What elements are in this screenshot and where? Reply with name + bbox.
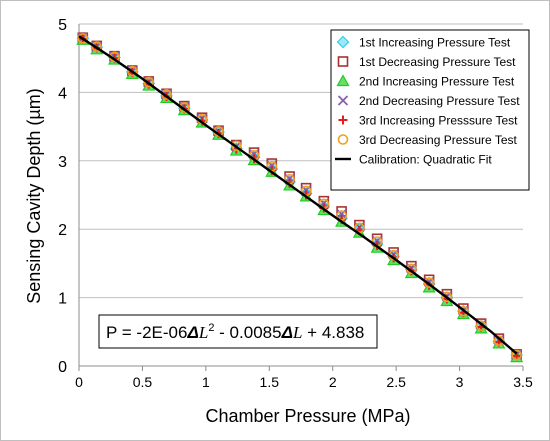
equation-exponent: 2	[208, 322, 214, 334]
data-point	[336, 210, 347, 221]
equation-variable-1: L	[198, 323, 208, 342]
equation-middle: - 0.0085	[214, 323, 281, 342]
data-point	[441, 291, 453, 303]
data-point	[354, 222, 365, 234]
data-point	[91, 41, 103, 52]
legend-marker	[337, 56, 349, 67]
legend-label: 2nd Decreasing Pressure Test	[359, 94, 520, 108]
data-point	[231, 140, 242, 152]
legend-label: 1st Decreasing Pressure Test	[359, 55, 516, 69]
legend: 1st Increasing Pressure Test 1st Decreasi…	[330, 29, 530, 191]
legend-item: 1st Increasing Pressure Test	[336, 35, 511, 50]
axes	[78, 24, 524, 371]
equation-suffix: + 4.838	[302, 323, 364, 342]
fit-layer	[78, 35, 518, 355]
x-tick-label: 3.5	[513, 374, 533, 390]
legend-marker	[338, 115, 348, 125]
equation-variable-2: L	[292, 323, 302, 342]
x-tick-label: 3	[456, 374, 464, 390]
legend-marker	[336, 35, 350, 49]
data-series	[76, 32, 524, 363]
equation-delta-2: Δ	[281, 323, 293, 342]
y-tick-label: 4	[58, 85, 67, 102]
legend-item: Calibration: Quadratic Fit	[335, 153, 492, 167]
data-point	[458, 305, 469, 317]
y-tick-label: 1	[58, 291, 67, 308]
y-tick-label: 5	[58, 17, 67, 34]
x-tick-label: 1	[202, 374, 210, 390]
fit-line	[78, 35, 518, 355]
x-tick-label: 0.5	[133, 374, 153, 390]
legend-marker	[337, 95, 349, 106]
legend-label: Calibration: Quadratic Fit	[359, 153, 492, 167]
y-tick-labels: 0 1 2 3 4 5	[58, 17, 67, 376]
y-tick-label: 0	[58, 359, 67, 376]
legend-label: 1st Increasing Pressure Test	[359, 36, 511, 50]
data-point	[143, 76, 155, 88]
legend-marker	[337, 134, 349, 145]
legend-item: 2nd Decreasing Pressure Test	[337, 94, 520, 108]
series-6	[77, 33, 522, 361]
data-point	[423, 277, 435, 288]
data-point	[77, 33, 89, 44]
data-point	[126, 65, 138, 77]
legend-label: 3rd Increasing Presssure Test	[359, 114, 518, 128]
legend-label: 2nd Increasing Pressure Test	[359, 75, 515, 89]
equation-delta-1: Δ	[186, 323, 198, 342]
legend-item: 1st Decreasing Pressure Test	[337, 55, 516, 69]
y-tick-label: 2	[58, 222, 67, 239]
data-point	[475, 320, 487, 331]
legend-item: 3rd Increasing Presssure Test	[338, 114, 518, 128]
x-axis-title: Chamber Pressure (MPa)	[205, 406, 410, 426]
x-tick-label: 2	[329, 374, 337, 390]
y-tick-label: 3	[58, 154, 67, 171]
legend-box	[330, 29, 530, 191]
x-tick-label: 0	[75, 374, 83, 390]
x-tick-label: 1.5	[260, 374, 280, 390]
x-tick-label: 2.5	[386, 374, 406, 390]
legend-item: 3rd Decreasing Pressure Test	[337, 133, 518, 147]
legend-label: 3rd Decreasing Pressure Test	[359, 133, 518, 147]
legend-marker	[336, 74, 350, 87]
y-axis-title: Sensing Cavity Depth (µm)	[24, 88, 44, 303]
equation-box: P = -2E-06ΔL2 - 0.0085ΔL + 4.838	[98, 314, 378, 349]
legend-item: 2nd Increasing Pressure Test	[336, 74, 515, 89]
legend-items: 1st Increasing Pressure Test 1st Decreasi…	[335, 36, 520, 167]
data-point	[511, 349, 522, 361]
x-tick-labels: 0 0.5 1 1.5 2 2.5 3 3.5	[75, 374, 533, 390]
equation-text: P = -2E-06ΔL2 - 0.0085ΔL + 4.838	[106, 322, 364, 342]
equation-frame	[98, 314, 378, 349]
equation-prefix: P = -2E-06	[106, 323, 187, 342]
